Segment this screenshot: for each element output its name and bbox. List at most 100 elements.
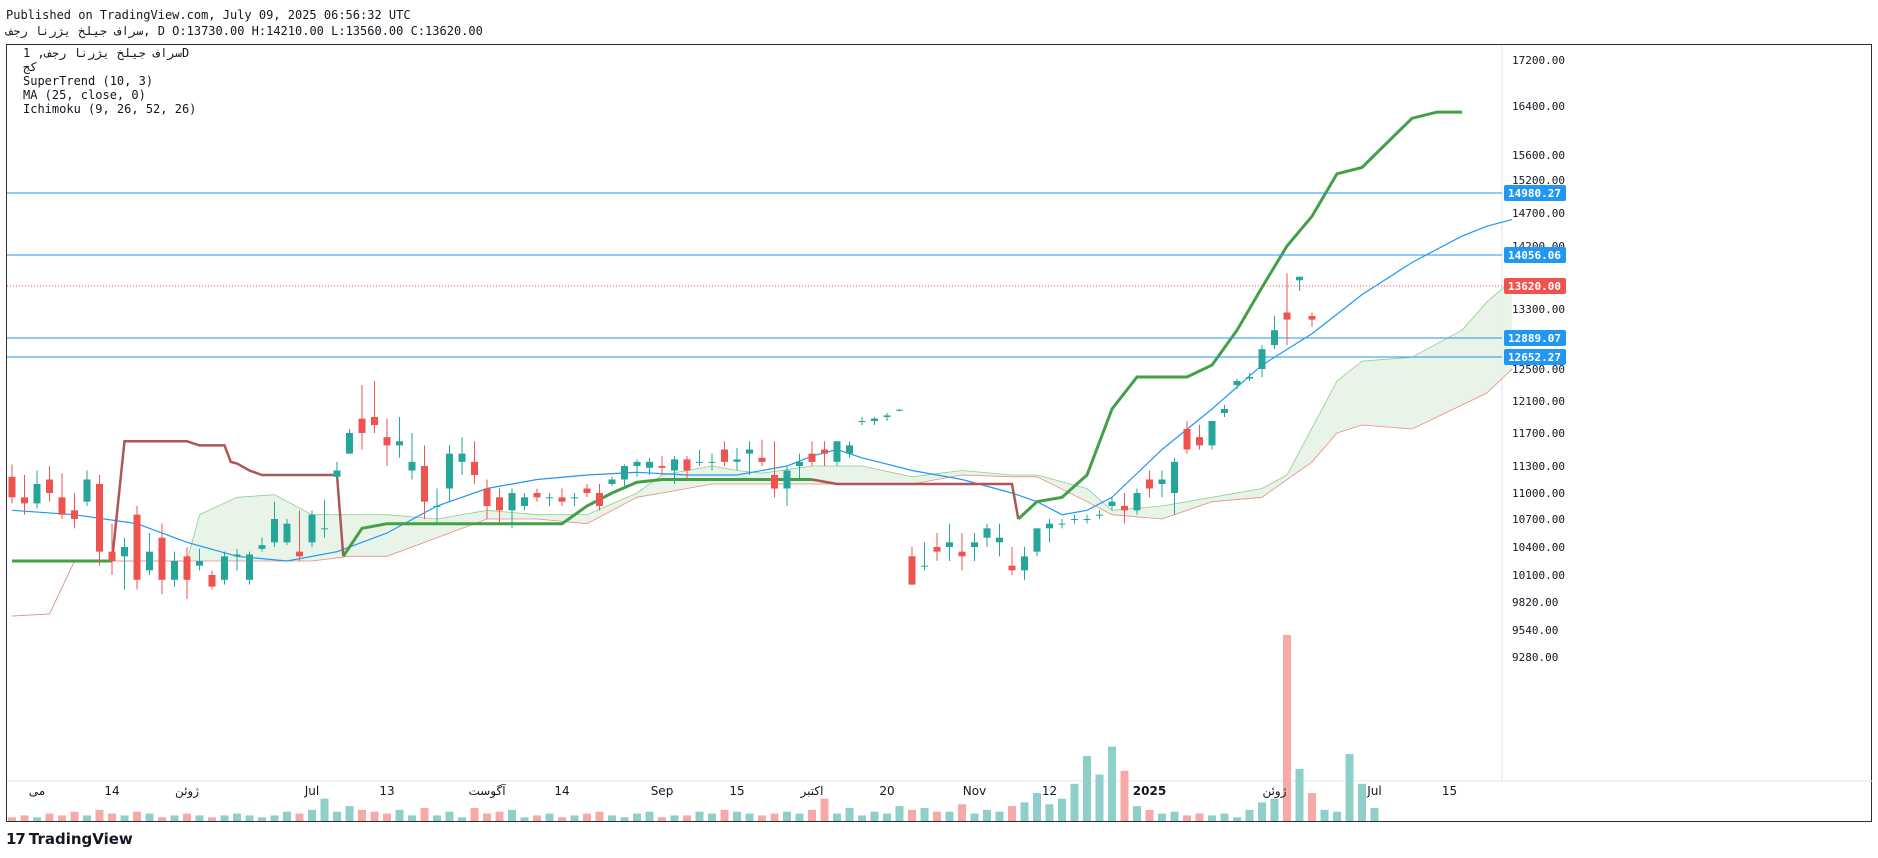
candle-body (1271, 330, 1278, 346)
candle-body (833, 441, 841, 462)
candle-body (883, 415, 891, 417)
legend-ma[interactable]: MA (25, close, 0) (23, 88, 146, 102)
level-price-tag-bg (1504, 247, 1566, 263)
volume-bar (1208, 815, 1216, 821)
candle-body (83, 479, 91, 502)
candle-body (646, 461, 653, 468)
supertrend-down-segment (110, 440, 345, 562)
candle-body (708, 461, 716, 463)
x-axis-tick-label: 2025 (1133, 784, 1166, 798)
legend-supertrend[interactable]: SuperTrend (10, 3) (23, 74, 154, 88)
last-price-tag-bg (1504, 278, 1566, 294)
candle-body (183, 556, 191, 580)
ohlc-line: سراف جیلخ یژرنا رجف, D O:13730.00 H:1421… (6, 24, 483, 38)
brand-name: TradingView (28, 830, 133, 848)
volume-bar (558, 817, 566, 821)
candle-body (571, 497, 578, 499)
volume-bar (1195, 813, 1204, 821)
volume-bar (645, 811, 654, 821)
candle-body (1308, 316, 1316, 320)
y-axis-tick-label: 15600.00 (1512, 149, 1565, 162)
volume-bar (670, 815, 679, 821)
candle-body (196, 561, 203, 566)
candle-body (1108, 501, 1116, 506)
volume-bar (1233, 817, 1241, 821)
volume-bar (833, 813, 841, 821)
ichimoku-span-b (11, 368, 1513, 617)
volume-bar (908, 809, 916, 821)
candle-body (33, 484, 41, 504)
volume-bar (1283, 635, 1291, 821)
x-axis-tick-label: ژوئن (1262, 784, 1286, 799)
candle-body (683, 459, 691, 471)
volume-bar (1058, 798, 1066, 821)
volume-bar (1008, 806, 1016, 821)
volume-bar (495, 811, 504, 821)
y-axis-tick-label: 11000.00 (1512, 487, 1565, 500)
volume-bar (545, 813, 554, 821)
volume-bar (1270, 798, 1279, 821)
volume-bar (358, 809, 366, 821)
candle-body (271, 519, 278, 543)
volume-bar (795, 813, 804, 821)
chart-frame[interactable]: 9280.00 9540.00 9820.00 10100.00 10400.00 107… (6, 44, 1873, 823)
x-axis-tick-label: Sep (651, 784, 674, 798)
candle-body (146, 551, 153, 571)
volume-bar (308, 809, 316, 821)
y-axis-tick-label: 11300.00 (1512, 460, 1565, 473)
candle-body (1033, 528, 1041, 552)
volume-bar (483, 813, 491, 821)
candle-body (408, 461, 416, 471)
candle-body (233, 554, 241, 557)
candle-body (1233, 381, 1241, 385)
volume-bar (683, 815, 691, 821)
x-axis-tick-label: 15 (729, 784, 744, 798)
level-price-tag: 12889.07 (1508, 332, 1561, 345)
candle-body (521, 497, 528, 506)
candle-body (996, 537, 1003, 543)
volume-bar (720, 809, 729, 821)
volume-bar (45, 813, 54, 821)
candlestick-chart[interactable]: 9280.00 9540.00 9820.00 10100.00 10400.00 107… (7, 45, 1873, 823)
candle-body (508, 493, 516, 511)
candle-body (346, 433, 353, 454)
volume-bar (20, 815, 29, 821)
candle-body (246, 554, 253, 580)
tradingview-logo-icon: 17 (6, 830, 26, 848)
volume-bar (1370, 807, 1379, 821)
volume-bar (1083, 755, 1091, 821)
volume-bar (408, 815, 416, 821)
volume-bar (1145, 809, 1154, 821)
tradingview-logo[interactable]: 17 TradingView (6, 830, 133, 848)
candle-body (1146, 479, 1153, 489)
volume-bar (8, 817, 16, 821)
volume-bar (320, 798, 329, 821)
level-price-tag: 12652.27 (1508, 351, 1561, 364)
volume-bar (58, 815, 66, 821)
candle-body (1158, 479, 1166, 484)
ichimoku-cloud (12, 280, 1512, 616)
level-price-tag: 14056.06 (1508, 249, 1561, 262)
volume-bar (658, 817, 666, 821)
candle-body (608, 479, 616, 484)
volume-bar (1033, 793, 1041, 821)
volume-bar (983, 809, 991, 821)
volume-bar (783, 811, 791, 821)
volume-bar (733, 811, 741, 821)
x-axis-tick-label: 14 (104, 784, 119, 798)
volume-bar (1045, 804, 1054, 821)
candle-body (258, 545, 266, 549)
supertrend-up-segment (1017, 110, 1462, 521)
candle-body (333, 470, 341, 477)
candle-body (1096, 514, 1103, 516)
x-axis-tick-label: 12 (1042, 784, 1057, 798)
candle-body (446, 453, 453, 489)
candle-body (658, 466, 666, 468)
volume-bar (1108, 746, 1116, 821)
volume-bar (1258, 802, 1266, 821)
volume-bar (383, 813, 391, 821)
candle-body (1221, 409, 1228, 413)
legend-ichimoku[interactable]: Ichimoku (9, 26, 52, 26) (23, 102, 197, 116)
volume-bar (870, 811, 879, 821)
volume-bar (1320, 809, 1329, 821)
